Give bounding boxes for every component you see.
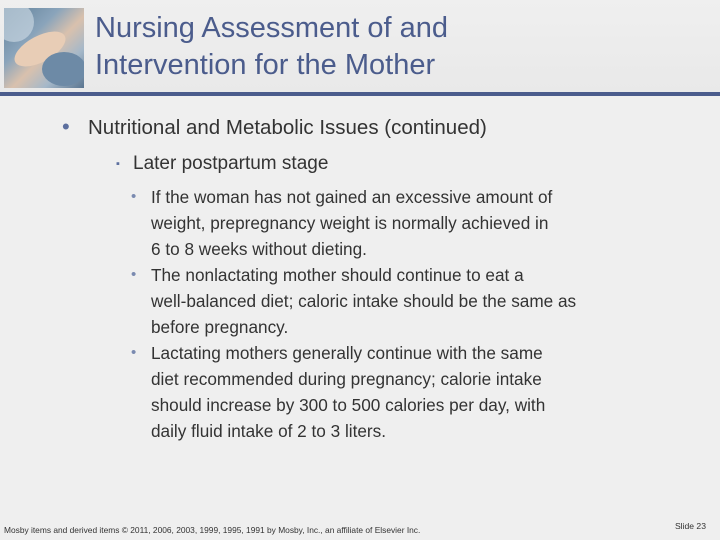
slide-number: Slide 23: [674, 521, 706, 531]
level3-line: daily fluid intake of 2 to 3 liters.: [151, 421, 387, 441]
slide-title: Nursing Assessment of and Intervention f…: [95, 10, 695, 84]
level2-bullet-text: Later postpartum stage: [133, 153, 329, 174]
level3-bullet-mark: •: [131, 188, 137, 205]
header-divider: [0, 92, 720, 96]
level3-list: • If the woman has not gained an excessi…: [131, 184, 711, 444]
level3-line: well-balanced diet; caloric intake shoul…: [151, 291, 577, 311]
level3-line: 6 to 8 weeks without dieting.: [151, 239, 367, 259]
title-line-1: Nursing Assessment of and: [95, 12, 449, 44]
level3-line: should increase by 300 to 500 calories p…: [151, 395, 546, 415]
level3-line: The nonlactating mother should continue …: [151, 265, 524, 285]
level3-line: diet recommended during pregnancy; calor…: [151, 369, 542, 389]
header-photo: [4, 8, 84, 88]
level2-bullet-mark: ▪: [116, 158, 120, 170]
photo-sleeve-shape: [42, 52, 84, 86]
level3-item: • Lactating mothers generally continue w…: [131, 340, 711, 444]
level1-bullet-text: Nutritional and Metabolic Issues (contin…: [88, 116, 487, 139]
level3-line: Lactating mothers generally continue wit…: [151, 343, 543, 363]
level3-bullet-mark: •: [131, 266, 137, 283]
title-line-2: Intervention for the Mother: [95, 49, 436, 81]
level3-line: weight, prepregnancy weight is normally …: [151, 213, 549, 233]
level3-line: If the woman has not gained an excessive…: [151, 187, 553, 207]
level3-bullet-mark: •: [131, 344, 137, 361]
slide-header: Nursing Assessment of and Intervention f…: [0, 0, 720, 92]
level1-bullet-mark: •: [62, 114, 70, 139]
level3-item: • If the woman has not gained an excessi…: [131, 184, 711, 262]
level3-line: before pregnancy.: [151, 317, 289, 337]
photo-highlight-shape: [4, 8, 34, 42]
copyright-footer: Mosby items and derived items © 2011, 20…: [4, 525, 421, 535]
level3-item: • The nonlactating mother should continu…: [131, 262, 711, 340]
